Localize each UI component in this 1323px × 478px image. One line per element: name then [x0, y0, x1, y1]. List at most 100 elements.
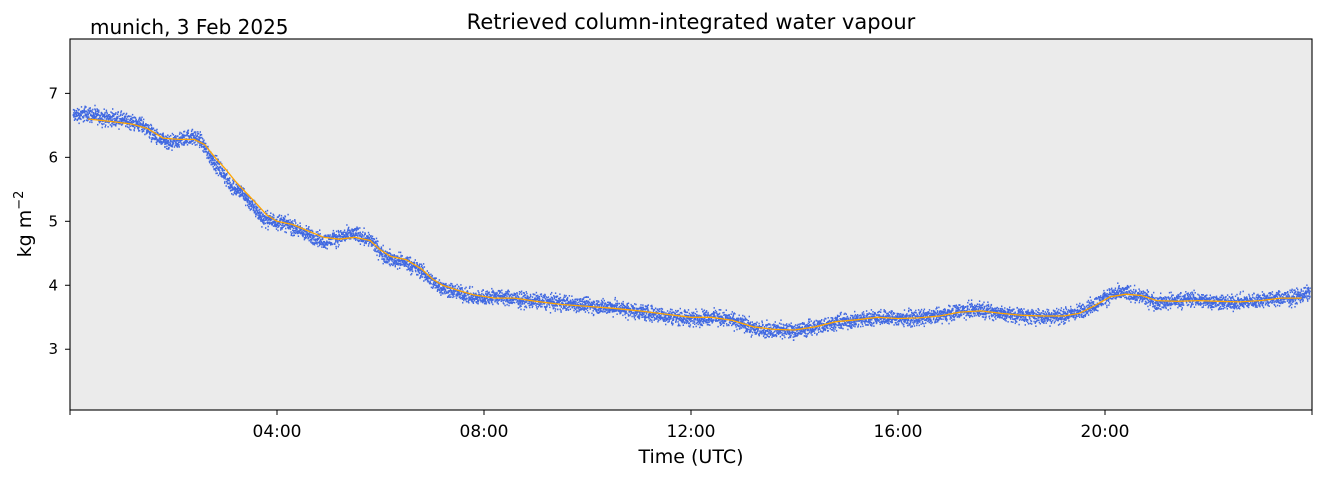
raw-point: [587, 303, 590, 306]
raw-point: [389, 248, 391, 250]
raw-point: [734, 321, 736, 323]
raw-point: [728, 321, 731, 324]
raw-point: [743, 325, 745, 328]
raw-point: [160, 138, 163, 140]
raw-point: [647, 308, 649, 311]
raw-point: [512, 294, 514, 297]
raw-point: [94, 113, 96, 115]
raw-point: [784, 329, 786, 332]
raw-point: [680, 317, 682, 320]
raw-point: [610, 304, 613, 307]
raw-point: [155, 137, 158, 139]
raw-point: [427, 277, 429, 280]
raw-point: [568, 302, 570, 305]
raw-point: [294, 219, 296, 221]
raw-point: [683, 310, 685, 312]
raw-point: [777, 326, 780, 328]
raw-point: [123, 112, 125, 115]
raw-point: [196, 143, 198, 146]
raw-point: [175, 137, 177, 139]
raw-point: [476, 295, 479, 298]
raw-point: [292, 232, 294, 234]
raw-point: [121, 118, 123, 120]
raw-point: [512, 294, 515, 297]
raw-point: [261, 220, 263, 223]
raw-point: [773, 325, 775, 328]
raw-point: [154, 134, 156, 137]
raw-point: [250, 208, 252, 210]
raw-point: [291, 221, 293, 224]
raw-point: [187, 129, 190, 132]
raw-point: [695, 318, 697, 321]
raw-point: [593, 308, 595, 310]
raw-point: [95, 117, 97, 119]
raw-point: [569, 305, 571, 308]
raw-point: [501, 299, 503, 302]
raw-point: [667, 316, 669, 319]
raw-point: [411, 266, 414, 269]
raw-point: [91, 121, 93, 124]
raw-point: [109, 117, 111, 120]
raw-point: [570, 300, 572, 302]
raw-point: [351, 228, 354, 231]
raw-point: [325, 242, 328, 245]
raw-point: [772, 333, 774, 336]
raw-point: [546, 300, 548, 302]
raw-point: [303, 233, 305, 236]
raw-point: [515, 296, 517, 298]
raw-point: [430, 275, 432, 278]
raw-point: [609, 304, 611, 306]
raw-point: [480, 296, 483, 298]
raw-point: [371, 237, 373, 239]
raw-point: [101, 112, 103, 115]
raw-point: [611, 305, 614, 308]
raw-point: [667, 321, 669, 323]
raw-point: [566, 299, 568, 302]
raw-point: [781, 334, 784, 336]
raw-point: [554, 292, 557, 294]
raw-point: [644, 314, 647, 317]
raw-point: [99, 120, 102, 123]
raw-point: [104, 126, 106, 128]
raw-point: [630, 310, 633, 312]
raw-point: [495, 299, 497, 302]
raw-point: [158, 138, 160, 140]
raw-point: [566, 296, 569, 299]
raw-point: [475, 296, 477, 298]
raw-point: [472, 295, 474, 297]
raw-point: [463, 295, 466, 298]
raw-point: [84, 111, 86, 114]
raw-point: [523, 308, 525, 311]
raw-point: [539, 299, 541, 301]
raw-point: [560, 309, 562, 312]
raw-point: [621, 302, 623, 305]
raw-point: [80, 118, 82, 121]
raw-point: [665, 312, 667, 314]
raw-point: [428, 276, 430, 278]
raw-point: [605, 309, 608, 311]
raw-point: [779, 331, 782, 333]
raw-point: [569, 301, 571, 304]
raw-point: [641, 316, 643, 318]
raw-point: [615, 305, 617, 308]
raw-point: [490, 300, 493, 302]
raw-point: [195, 131, 197, 133]
raw-point: [265, 210, 267, 213]
raw-point: [525, 291, 527, 293]
raw-point: [389, 256, 391, 259]
raw-point: [286, 221, 288, 224]
raw-point: [449, 289, 452, 291]
raw-point: [426, 270, 428, 272]
raw-point: [150, 138, 153, 141]
raw-point: [676, 316, 679, 318]
raw-point: [302, 229, 304, 232]
raw-point: [595, 306, 597, 309]
raw-point: [451, 291, 454, 294]
raw-point: [251, 203, 253, 206]
raw-point: [626, 312, 628, 314]
raw-point: [597, 300, 599, 302]
raw-point: [520, 297, 522, 299]
raw-point: [379, 250, 382, 253]
raw-point: [323, 241, 326, 243]
raw-point: [778, 326, 781, 329]
